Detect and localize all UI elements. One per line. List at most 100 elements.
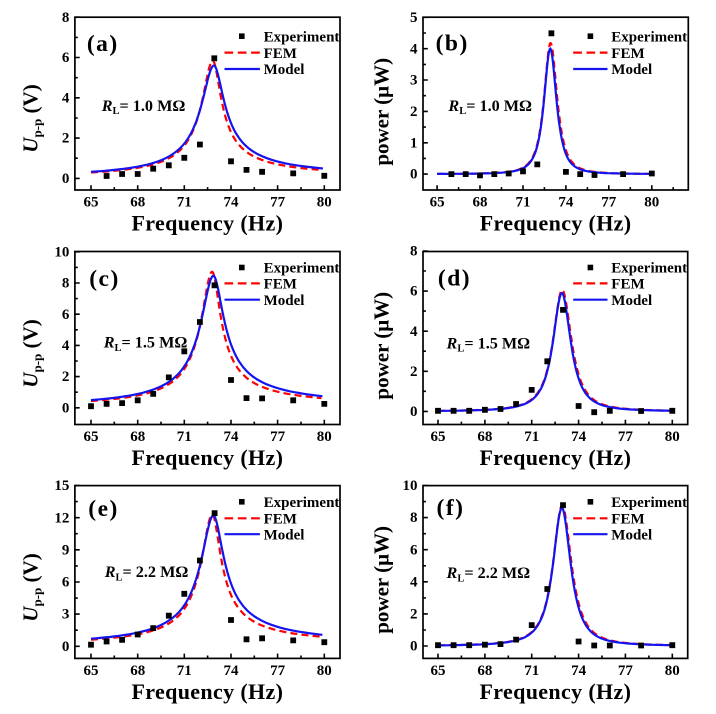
svg-text:(f): (f) bbox=[437, 495, 465, 521]
svg-text:80: 80 bbox=[317, 429, 332, 445]
svg-text:4: 4 bbox=[410, 574, 418, 590]
svg-text:65: 65 bbox=[84, 195, 99, 211]
svg-text:RL= 2.2 MΩ: RL= 2.2 MΩ bbox=[446, 564, 531, 584]
svg-text:68: 68 bbox=[473, 195, 488, 211]
svg-text:3: 3 bbox=[410, 73, 418, 89]
svg-text:68: 68 bbox=[130, 429, 145, 445]
svg-text:8: 8 bbox=[410, 510, 418, 526]
svg-text:77: 77 bbox=[618, 429, 634, 445]
svg-text:65: 65 bbox=[431, 429, 446, 445]
svg-text:80: 80 bbox=[317, 663, 332, 679]
svg-text:FEM: FEM bbox=[264, 46, 297, 62]
svg-text:74: 74 bbox=[571, 663, 587, 679]
svg-text:Frequency (Hz): Frequency (Hz) bbox=[480, 679, 632, 704]
svg-text:2: 2 bbox=[410, 607, 418, 623]
svg-text:65: 65 bbox=[431, 663, 446, 679]
svg-text:(d): (d) bbox=[438, 266, 471, 292]
svg-text:(c): (c) bbox=[89, 266, 120, 292]
svg-text:8: 8 bbox=[62, 10, 70, 26]
svg-text:0: 0 bbox=[410, 639, 418, 655]
svg-text:RL= 1.0 MΩ: RL= 1.0 MΩ bbox=[101, 97, 186, 117]
svg-text:6: 6 bbox=[62, 307, 70, 323]
svg-text:6: 6 bbox=[62, 50, 70, 66]
svg-text:8: 8 bbox=[62, 276, 70, 292]
svg-text:71: 71 bbox=[524, 429, 539, 445]
svg-text:Frequency (Hz): Frequency (Hz) bbox=[132, 211, 284, 236]
svg-text:Experiment: Experiment bbox=[611, 29, 687, 45]
svg-text:Up-p (V): Up-p (V) bbox=[19, 553, 45, 621]
svg-text:74: 74 bbox=[224, 663, 240, 679]
svg-text:2: 2 bbox=[410, 104, 418, 120]
svg-text:(b): (b) bbox=[436, 30, 469, 56]
svg-text:77: 77 bbox=[270, 663, 286, 679]
svg-text:10: 10 bbox=[403, 478, 418, 494]
svg-text:Model: Model bbox=[264, 293, 305, 309]
svg-text:FEM: FEM bbox=[611, 46, 644, 62]
svg-text:0: 0 bbox=[62, 400, 70, 416]
svg-text:Experiment: Experiment bbox=[264, 29, 340, 45]
svg-text:Frequency (Hz): Frequency (Hz) bbox=[480, 211, 632, 236]
svg-text:68: 68 bbox=[130, 663, 145, 679]
svg-text:0: 0 bbox=[410, 167, 418, 183]
svg-text:power (μW): power (μW) bbox=[370, 58, 394, 166]
svg-text:15: 15 bbox=[54, 478, 69, 494]
svg-text:FEM: FEM bbox=[611, 512, 644, 528]
svg-text:4: 4 bbox=[410, 41, 418, 57]
svg-text:Frequency (Hz): Frequency (Hz) bbox=[132, 679, 284, 704]
svg-text:Experiment: Experiment bbox=[264, 495, 340, 511]
svg-text:77: 77 bbox=[618, 663, 634, 679]
svg-text:77: 77 bbox=[270, 195, 286, 211]
svg-text:9: 9 bbox=[62, 542, 70, 558]
svg-text:2: 2 bbox=[410, 364, 418, 380]
svg-text:12: 12 bbox=[54, 510, 69, 526]
svg-text:77: 77 bbox=[601, 195, 617, 211]
svg-text:4: 4 bbox=[62, 338, 70, 354]
svg-text:80: 80 bbox=[665, 429, 680, 445]
svg-text:5: 5 bbox=[410, 10, 418, 26]
svg-text:RL= 2.2 MΩ: RL= 2.2 MΩ bbox=[104, 563, 189, 583]
svg-text:FEM: FEM bbox=[264, 512, 297, 528]
svg-text:71: 71 bbox=[177, 195, 192, 211]
svg-text:Experiment: Experiment bbox=[611, 261, 687, 277]
svg-text:8: 8 bbox=[410, 244, 418, 260]
svg-text:Model: Model bbox=[264, 527, 305, 543]
svg-text:0: 0 bbox=[62, 639, 70, 655]
svg-text:6: 6 bbox=[410, 284, 418, 300]
svg-text:77: 77 bbox=[270, 429, 286, 445]
svg-text:4: 4 bbox=[62, 90, 70, 106]
svg-text:FEM: FEM bbox=[264, 277, 297, 293]
svg-text:3: 3 bbox=[62, 607, 70, 623]
svg-text:71: 71 bbox=[177, 429, 192, 445]
svg-text:74: 74 bbox=[224, 429, 240, 445]
svg-text:80: 80 bbox=[317, 195, 332, 211]
svg-text:Model: Model bbox=[264, 62, 305, 78]
svg-text:65: 65 bbox=[430, 195, 445, 211]
svg-text:68: 68 bbox=[477, 663, 492, 679]
svg-text:Frequency (Hz): Frequency (Hz) bbox=[480, 445, 632, 470]
svg-text:power (μW): power (μW) bbox=[370, 292, 394, 400]
svg-text:68: 68 bbox=[477, 429, 492, 445]
svg-text:2: 2 bbox=[62, 369, 70, 385]
svg-text:Up-p (V): Up-p (V) bbox=[19, 84, 45, 152]
svg-text:68: 68 bbox=[130, 195, 145, 211]
svg-text:74: 74 bbox=[224, 195, 240, 211]
svg-text:6: 6 bbox=[410, 542, 418, 558]
svg-text:65: 65 bbox=[84, 429, 99, 445]
svg-text:Model: Model bbox=[611, 293, 652, 309]
svg-text:71: 71 bbox=[524, 663, 539, 679]
svg-text:74: 74 bbox=[571, 429, 587, 445]
svg-text:71: 71 bbox=[177, 663, 192, 679]
svg-text:(a): (a) bbox=[87, 31, 119, 57]
svg-text:10: 10 bbox=[54, 244, 69, 260]
svg-text:0: 0 bbox=[410, 404, 418, 420]
svg-text:65: 65 bbox=[84, 663, 99, 679]
svg-text:71: 71 bbox=[516, 195, 531, 211]
svg-text:(e): (e) bbox=[88, 496, 119, 522]
svg-text:1: 1 bbox=[410, 135, 418, 151]
svg-text:2: 2 bbox=[62, 131, 70, 147]
svg-text:Frequency (Hz): Frequency (Hz) bbox=[132, 445, 284, 470]
svg-text:Experiment: Experiment bbox=[611, 495, 687, 511]
svg-text:80: 80 bbox=[644, 195, 659, 211]
svg-text:4: 4 bbox=[410, 324, 418, 340]
svg-text:FEM: FEM bbox=[611, 277, 644, 293]
